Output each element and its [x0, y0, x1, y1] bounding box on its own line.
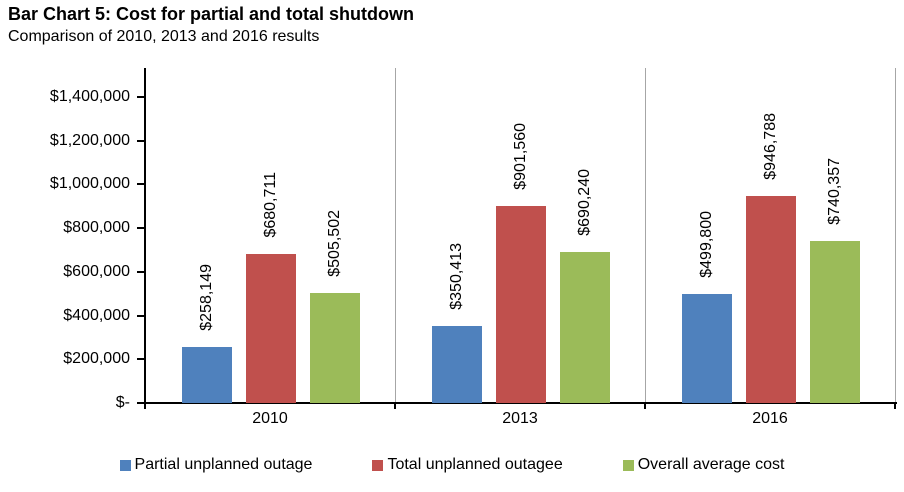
bar-overall-average-cost — [310, 293, 360, 403]
x-axis-category-label: 2010 — [252, 410, 288, 427]
bar-value-label: $740,357 — [826, 158, 843, 225]
bar-value-label: $350,413 — [448, 243, 465, 310]
bar-partial-unplanned-outage — [682, 294, 732, 403]
y-axis-tick — [137, 227, 145, 230]
bar-total-unplanned-outagee — [496, 206, 546, 403]
x-axis-tick — [644, 404, 646, 409]
legend-item: Overall average cost — [622, 456, 785, 474]
y-axis-tick-label: $1,000,000 — [49, 175, 130, 193]
y-axis-tick — [137, 96, 145, 99]
bar-overall-average-cost — [560, 252, 610, 403]
x-axis-category-label: 2016 — [752, 410, 788, 427]
legend: Partial unplanned outage Total unplanned … — [0, 456, 904, 474]
x-axis-tick — [144, 404, 146, 409]
bar-total-unplanned-outagee — [746, 196, 796, 403]
y-axis-tick-label: $- — [115, 394, 130, 411]
legend-label: Total unplanned outagee — [387, 456, 563, 473]
y-axis-tick — [137, 314, 145, 317]
bar-overall-average-cost — [810, 241, 860, 403]
chart-title: Bar Chart 5: Cost for partial and total … — [8, 4, 415, 24]
x-axis-category-label: 2013 — [502, 410, 538, 427]
y-axis-tick — [137, 402, 145, 404]
legend-item: Total unplanned outagee — [372, 456, 563, 474]
bar-value-label: $258,149 — [198, 264, 215, 331]
bar-value-label: $690,240 — [576, 169, 593, 236]
bar-partial-unplanned-outage — [432, 326, 482, 403]
y-axis-tick — [137, 358, 145, 361]
legend-swatch-icon — [372, 459, 384, 471]
bar-value-label: $505,502 — [326, 210, 343, 277]
x-axis-line — [143, 402, 897, 404]
y-axis-tick-label: $800,000 — [63, 219, 130, 237]
legend-label: Overall average cost — [637, 456, 785, 473]
y-axis-tick — [137, 139, 145, 142]
chart-subtitle: Comparison of 2010, 2013 and 2016 result… — [8, 28, 320, 45]
bar-value-label: $499,800 — [698, 211, 715, 278]
bar-value-label: $946,788 — [762, 113, 779, 180]
bar-total-unplanned-outagee — [246, 254, 296, 403]
y-axis-line — [144, 68, 146, 404]
bar-partial-unplanned-outage — [182, 347, 232, 403]
y-axis-tick-label: $600,000 — [63, 262, 130, 280]
category-separator-line — [395, 68, 396, 402]
y-axis-tick-label: $200,000 — [63, 350, 130, 368]
category-separator-line — [645, 68, 646, 402]
bar-value-label: $901,560 — [512, 123, 529, 190]
bar-value-label: $680,711 — [262, 172, 279, 238]
y-axis-tick-label: $400,000 — [63, 306, 130, 324]
legend-label: Partial unplanned outage — [134, 456, 313, 473]
legend-item: Partial unplanned outage — [119, 456, 313, 474]
y-axis-tick — [137, 270, 145, 273]
y-axis-tick-label: $1,200,000 — [49, 131, 130, 149]
y-axis-tick — [137, 183, 145, 186]
category-separator-line — [895, 68, 896, 402]
x-axis-tick — [394, 404, 396, 409]
legend-swatch-icon — [622, 459, 634, 471]
legend-swatch-icon — [119, 459, 131, 471]
y-axis-tick-label: $1,400,000 — [49, 88, 130, 106]
x-axis-tick — [894, 404, 896, 409]
